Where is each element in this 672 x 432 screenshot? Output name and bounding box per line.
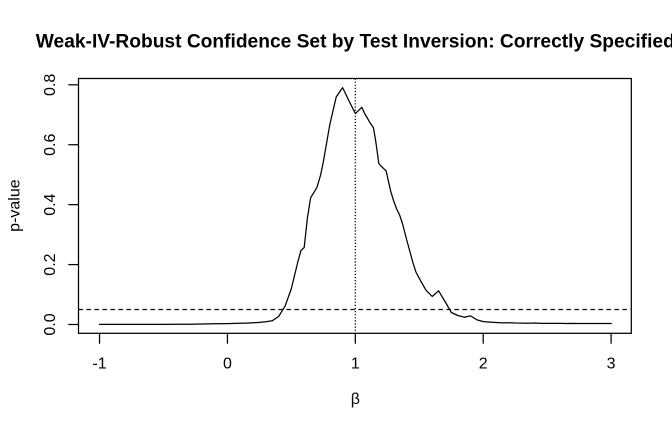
svg-text:1: 1: [351, 355, 360, 372]
svg-text:2: 2: [479, 355, 488, 372]
svg-text:0: 0: [223, 355, 232, 372]
svg-text:0.0: 0.0: [42, 313, 59, 335]
svg-text:β: β: [351, 391, 360, 408]
svg-text:0.8: 0.8: [42, 74, 59, 96]
svg-text:0.4: 0.4: [42, 193, 59, 215]
svg-text:Weak-IV-Robust Confidence Set: Weak-IV-Robust Confidence Set by Test In…: [36, 31, 672, 52]
svg-text:3: 3: [607, 355, 616, 372]
svg-text:-1: -1: [92, 355, 106, 372]
svg-text:0.2: 0.2: [42, 253, 59, 275]
svg-text:0.6: 0.6: [42, 134, 59, 156]
svg-text:p-value: p-value: [7, 179, 24, 232]
